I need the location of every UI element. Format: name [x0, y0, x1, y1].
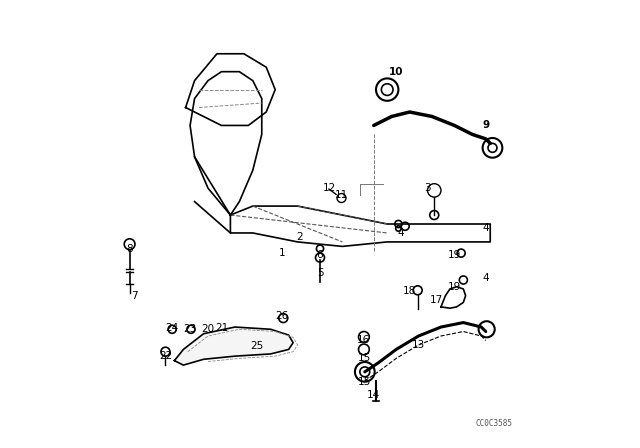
Text: 2: 2: [296, 233, 303, 242]
Text: 23: 23: [184, 324, 196, 334]
Text: 18: 18: [403, 286, 416, 296]
Text: CC0C3585: CC0C3585: [476, 419, 513, 428]
Polygon shape: [186, 54, 275, 125]
Text: 16: 16: [357, 336, 371, 345]
Text: 3: 3: [424, 183, 431, 193]
Text: 25: 25: [251, 341, 264, 351]
Polygon shape: [190, 72, 262, 215]
Text: 15: 15: [358, 377, 371, 387]
Text: 7: 7: [131, 291, 138, 301]
Text: 24: 24: [166, 323, 179, 333]
Text: 14: 14: [367, 390, 380, 400]
Text: 15: 15: [358, 353, 371, 363]
Text: 19: 19: [448, 282, 461, 292]
Text: 4: 4: [483, 224, 489, 233]
Text: 6: 6: [317, 250, 323, 260]
Text: 11: 11: [335, 190, 348, 200]
Text: 12: 12: [323, 183, 335, 193]
Polygon shape: [441, 287, 466, 308]
Text: 4: 4: [483, 273, 489, 283]
Text: 26: 26: [275, 311, 289, 321]
Text: 1: 1: [278, 248, 285, 258]
Polygon shape: [174, 327, 293, 365]
Text: 10: 10: [389, 67, 403, 77]
Text: 13: 13: [412, 340, 425, 350]
Text: 22: 22: [159, 351, 172, 361]
Text: 17: 17: [430, 295, 443, 305]
Polygon shape: [230, 206, 490, 246]
Text: 21: 21: [215, 323, 228, 333]
Text: 8: 8: [126, 244, 133, 254]
Text: 4: 4: [397, 228, 404, 238]
Text: 20: 20: [202, 324, 214, 334]
Text: 9: 9: [482, 121, 490, 130]
Text: 5: 5: [317, 268, 323, 278]
Text: 19: 19: [448, 250, 461, 260]
